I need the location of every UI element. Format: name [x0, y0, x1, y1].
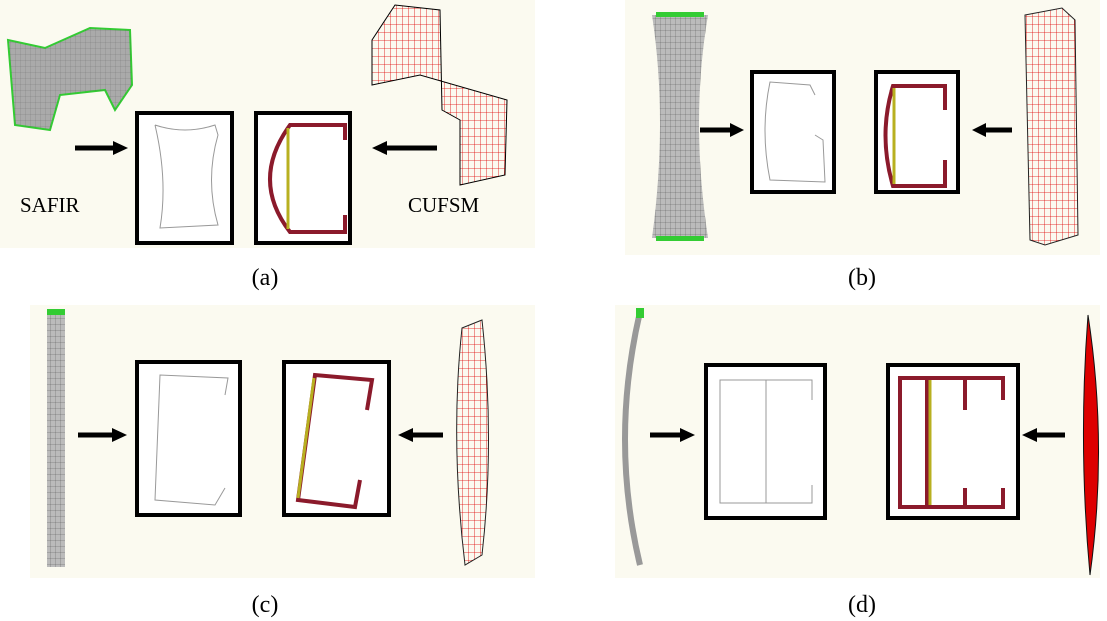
panel-a: SAFIR CUFSM (a) [0, 0, 535, 291]
figure: SAFIR CUFSM (a) (b) [0, 0, 1107, 621]
panel-background [615, 305, 1100, 578]
left-label: SAFIR [20, 193, 80, 217]
caption: (d) [848, 592, 876, 618]
panel-d: (d) [615, 305, 1100, 618]
cufsm-model [1025, 8, 1078, 245]
column-mesh [47, 312, 65, 567]
cufsm-model [457, 320, 489, 565]
support [636, 308, 644, 318]
support [656, 236, 704, 241]
caption: (a) [252, 265, 279, 291]
panel-b: (b) [625, 0, 1100, 291]
support [47, 309, 65, 315]
section-box [888, 365, 1018, 518]
right-label: CUFSM [408, 193, 480, 217]
caption: (b) [848, 265, 876, 291]
panel-c: (c) [30, 305, 535, 618]
support [656, 12, 704, 17]
section-box [752, 72, 834, 192]
section-box [137, 362, 240, 515]
caption: (c) [252, 592, 279, 618]
